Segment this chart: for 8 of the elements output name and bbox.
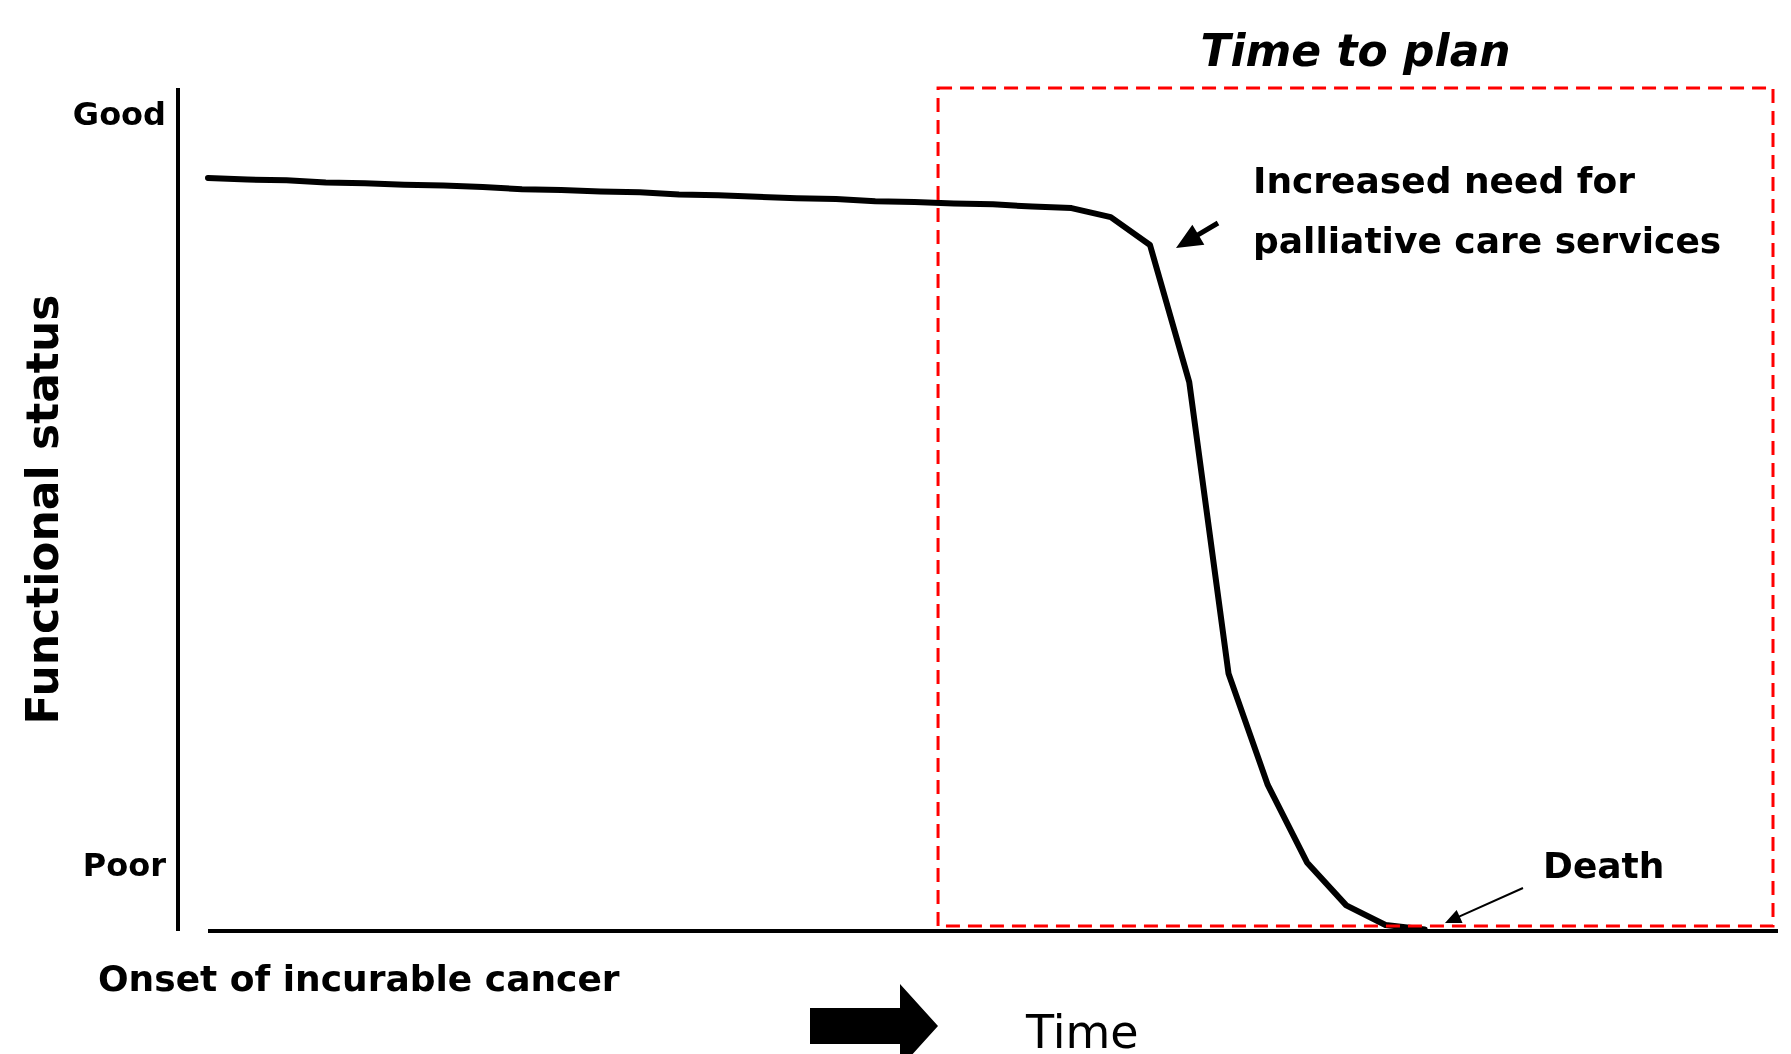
annotation: Increased need for palliative care services bbox=[1253, 160, 1722, 261]
annotation: Death bbox=[1543, 845, 1665, 886]
text: Onset of incurable cancer bbox=[98, 958, 620, 999]
text: Good bbox=[72, 95, 166, 134]
y-axis-title: Functional status bbox=[17, 294, 68, 725]
text: Poor bbox=[82, 846, 167, 885]
x-axis-title: Time bbox=[1025, 1005, 1139, 1054]
text: Time to plan bbox=[1200, 25, 1511, 76]
